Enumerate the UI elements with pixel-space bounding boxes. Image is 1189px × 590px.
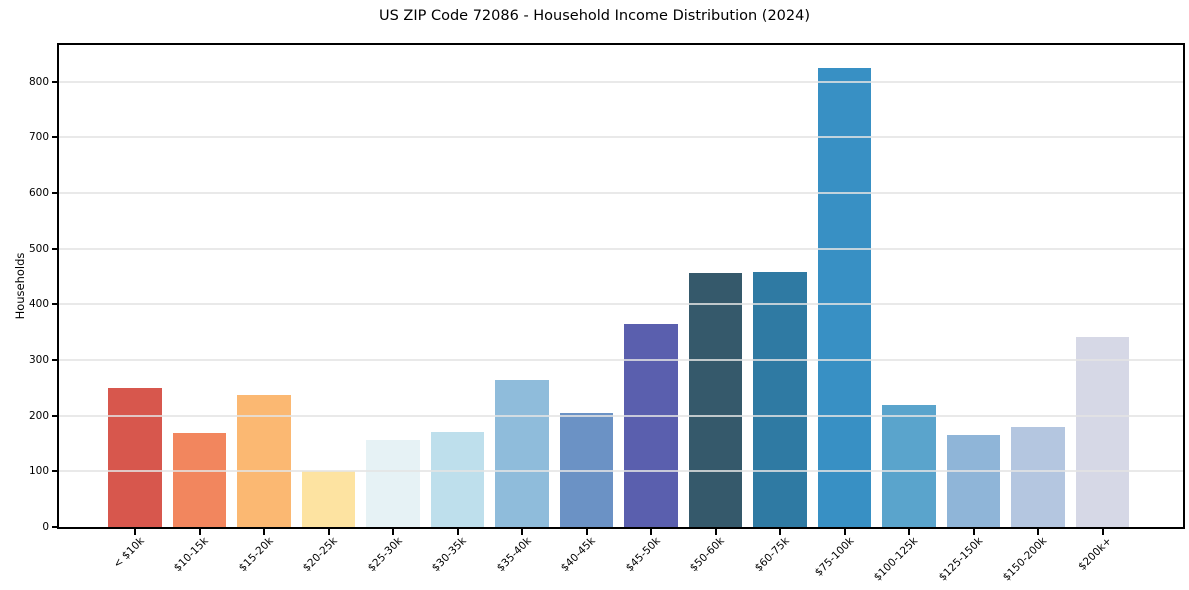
gridline-300	[59, 359, 1183, 362]
bar-$15-20k	[237, 395, 291, 527]
y-tick-mark-400	[52, 303, 58, 306]
bar-$30-35k	[430, 431, 485, 527]
x-tick-label-7: $40-45k	[558, 535, 598, 575]
y-tick-mark-600	[52, 192, 58, 195]
x-tick-label-11: $75-100k	[812, 535, 856, 579]
x-tick-mark-1	[198, 529, 201, 535]
x-tick-mark-5	[456, 529, 459, 535]
x-tick-label-12: $100-125k	[871, 535, 921, 584]
x-tick-mark-11	[843, 529, 846, 535]
y-tick-label-200: 200	[28, 409, 49, 422]
x-tick-label-0: < $10k	[110, 535, 147, 571]
x-tick-mark-4	[392, 529, 394, 535]
gridline-800	[59, 80, 1183, 83]
x-tick-label-13: $125-150k	[936, 535, 985, 584]
x-tick-label-4: $25-30k	[365, 535, 405, 575]
chart-title: US ZIP Code 72086 - Household Income Dis…	[378, 8, 811, 24]
bar-$100-125k	[882, 404, 936, 527]
x-tick-label-10: $60-75k	[752, 535, 792, 575]
x-tick-mark-3	[327, 529, 330, 535]
y-tick-label-400: 400	[28, 298, 49, 311]
x-tick-label-6: $35-40k	[494, 535, 534, 575]
gridline-700	[59, 136, 1183, 139]
x-tick-label-1: $10-15k	[171, 535, 211, 575]
y-tick-mark-700	[52, 136, 58, 139]
x-tick-label-5: $30-35k	[429, 535, 469, 575]
y-tick-mark-100	[52, 470, 58, 473]
bar-$10-15k	[172, 432, 227, 527]
gridline-400	[59, 303, 1183, 306]
x-tick-mark-13	[972, 529, 975, 535]
y-tick-mark-200	[52, 414, 58, 417]
gridline-100	[59, 470, 1183, 473]
y-tick-mark-800	[52, 80, 58, 83]
bar-$150-200k	[1011, 427, 1065, 527]
x-tick-mark-0	[134, 529, 136, 535]
x-tick-mark-7	[585, 529, 588, 535]
bar-$45-50k	[624, 324, 678, 527]
bar-$75-100k	[817, 67, 872, 527]
x-tick-mark-8	[650, 529, 652, 535]
y-tick-mark-500	[52, 247, 58, 250]
x-tick-mark-15	[1101, 529, 1104, 535]
y-tick-label-100: 100	[28, 465, 49, 478]
y-tick-mark-300	[52, 359, 58, 362]
x-tick-mark-10	[779, 529, 781, 535]
x-tick-mark-14	[1037, 529, 1039, 535]
x-tick-label-3: $20-25k	[300, 535, 340, 575]
x-tick-label-9: $50-60k	[687, 535, 727, 575]
x-tick-label-2: $15-20k	[236, 535, 276, 575]
bar-< $10k	[108, 387, 162, 527]
gridline-500	[59, 247, 1183, 250]
x-tick-mark-6	[521, 529, 523, 535]
y-tick-label-700: 700	[28, 131, 49, 144]
x-tick-label-8: $45-50k	[623, 535, 663, 575]
y-tick-label-800: 800	[28, 75, 49, 88]
y-tick-label-300: 300	[28, 354, 49, 367]
gridline-200	[59, 414, 1183, 417]
bar-$60-75k	[753, 272, 807, 527]
x-tick-mark-12	[908, 529, 910, 535]
x-tick-label-14: $150-200k	[1000, 535, 1050, 584]
y-tick-mark-0	[52, 526, 58, 528]
y-tick-label-600: 600	[28, 187, 49, 200]
y-axis-label: Households	[13, 252, 27, 320]
x-tick-label-15: $200k+	[1076, 535, 1114, 573]
x-tick-mark-9	[714, 529, 717, 535]
bar-$20-25k	[301, 470, 356, 527]
bar-$200k+	[1075, 337, 1130, 527]
bar-$50-60k	[688, 273, 743, 527]
bar-$35-40k	[495, 380, 549, 527]
bar-$125-150k	[946, 434, 1001, 527]
x-tick-mark-2	[263, 529, 265, 535]
y-tick-label-500: 500	[28, 242, 49, 255]
y-tick-label-0: 0	[42, 521, 49, 533]
plot-area	[59, 45, 1183, 527]
gridline-600	[59, 192, 1183, 195]
bar-$40-45k	[559, 412, 614, 527]
bar-$25-30k	[366, 440, 420, 527]
